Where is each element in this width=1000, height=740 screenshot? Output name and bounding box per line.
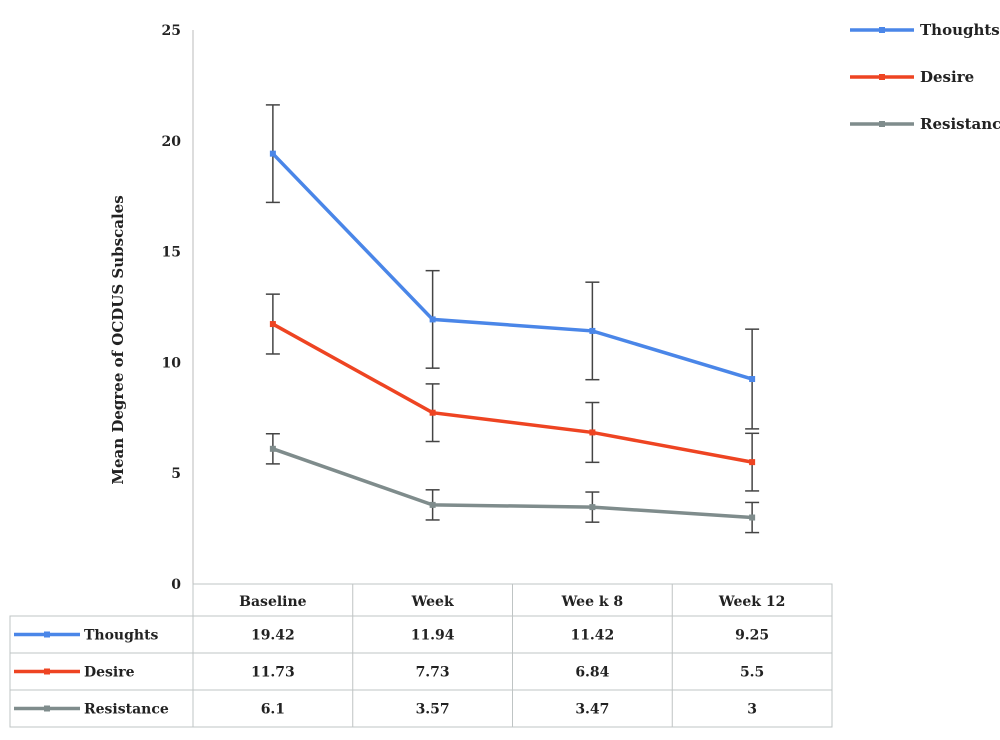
data-point	[269, 445, 276, 452]
table-legend-marker	[44, 705, 50, 712]
data-point	[749, 459, 756, 466]
series-line-thoughts	[271, 152, 753, 381]
table-cell: 3.47	[575, 702, 609, 718]
table-header-cell: Wee k 8	[561, 594, 624, 610]
legend-label: Resistance	[920, 115, 1000, 133]
data-point	[589, 327, 596, 334]
y-tick-label: 15	[162, 245, 181, 261]
table-cell: 7.73	[416, 665, 450, 681]
data-point	[589, 429, 596, 436]
table-cell: 11.73	[251, 665, 295, 681]
table-cell: 9.25	[735, 628, 769, 644]
table-cell: 6.84	[575, 665, 609, 681]
y-tick-label: 10	[162, 355, 182, 371]
y-tick-label: 20	[162, 134, 182, 150]
legend-marker	[879, 74, 885, 80]
table-cell: 3.57	[416, 702, 450, 718]
table-cell: 3	[747, 702, 757, 718]
table-cell: 11.94	[411, 628, 455, 644]
table-row-label: Thoughts	[84, 628, 159, 644]
y-axis-label: Mean Degree of OCDUS Subscales	[109, 195, 127, 484]
table-row-label: Desire	[84, 665, 135, 681]
table-header-cell: Baseline	[239, 594, 307, 610]
legend-label: Desire	[920, 68, 974, 86]
table-header-cell: Week	[411, 594, 454, 610]
table-cell: 11.42	[570, 628, 614, 644]
data-point	[749, 376, 756, 383]
series-line-resistance	[272, 447, 753, 520]
data-point	[429, 409, 436, 416]
data-point	[429, 501, 436, 508]
y-tick-label: 0	[171, 577, 181, 593]
table-cell: 19.42	[251, 628, 295, 644]
data-point	[589, 504, 596, 511]
table-legend-marker	[44, 668, 50, 675]
table-header-cell: Week 12	[718, 594, 785, 610]
table-cell: 6.1	[261, 702, 285, 718]
data-point	[269, 150, 276, 157]
data-point	[269, 321, 276, 328]
table-row-label: Resistance	[84, 702, 169, 718]
table-legend-marker	[44, 631, 50, 638]
table-body-border	[9, 615, 833, 728]
legend-marker	[879, 27, 885, 33]
legend-label: Thoughts	[920, 21, 1000, 39]
series-line-desire	[272, 322, 753, 464]
y-tick-label: 5	[171, 466, 181, 482]
data-point	[429, 316, 436, 323]
data-point	[749, 514, 756, 521]
y-tick-label: 25	[162, 23, 181, 39]
legend-marker	[879, 121, 885, 127]
table-cell: 5.5	[740, 665, 764, 681]
